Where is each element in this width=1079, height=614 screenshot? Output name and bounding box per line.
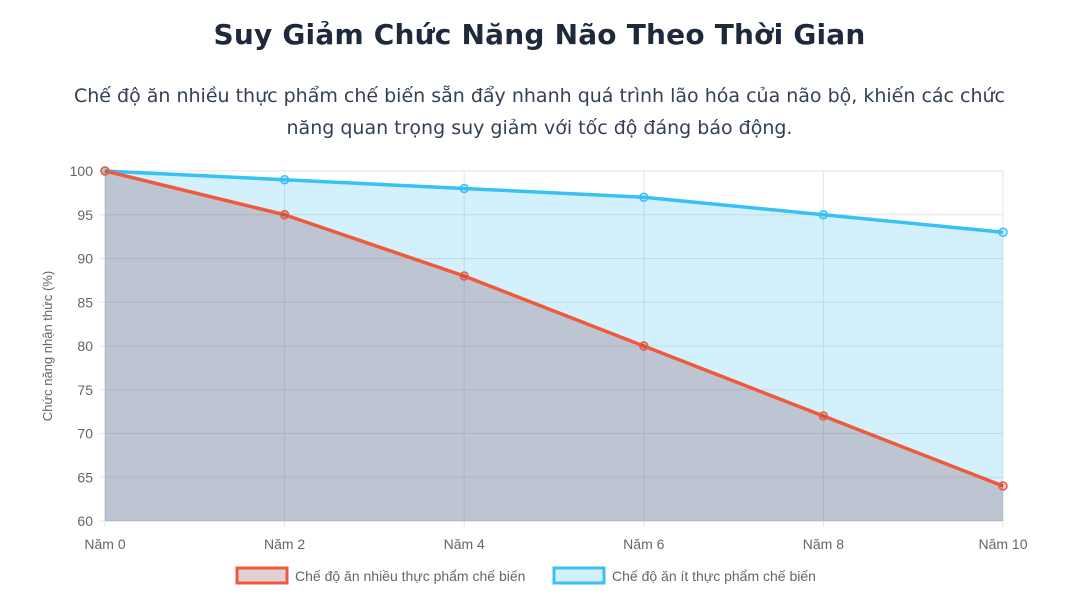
y-tick-label: 100 bbox=[70, 163, 94, 179]
data-point bbox=[279, 175, 290, 185]
y-tick-label: 80 bbox=[77, 338, 93, 354]
legend-swatch bbox=[235, 566, 289, 585]
subtitle-line-2: năng quan trọng suy giảm với tốc độ đáng… bbox=[286, 117, 793, 139]
legend-label: Chế độ ăn nhiều thực phẩm chế biến bbox=[295, 568, 525, 584]
x-tick-label: Năm 8 bbox=[803, 536, 844, 552]
y-tick-label: 75 bbox=[77, 382, 93, 398]
legend-swatch bbox=[552, 566, 606, 585]
y-tick-label: 60 bbox=[77, 513, 93, 529]
chart-title: Suy Giảm Chức Năng Não Theo Thời Gian bbox=[213, 18, 866, 51]
data-point bbox=[818, 210, 829, 220]
y-tick-label: 70 bbox=[77, 426, 93, 442]
x-tick-label: Năm 2 bbox=[264, 536, 305, 552]
data-point bbox=[998, 481, 1008, 491]
y-tick-label: 95 bbox=[77, 207, 93, 223]
x-tick-label: Năm 6 bbox=[623, 536, 664, 552]
series-area-0 bbox=[105, 171, 1003, 521]
x-tick-label: Năm 4 bbox=[444, 536, 485, 552]
data-point bbox=[279, 210, 290, 220]
data-point bbox=[818, 411, 829, 421]
data-point bbox=[459, 183, 469, 194]
data-point bbox=[100, 166, 110, 176]
data-point bbox=[998, 227, 1008, 237]
data-point bbox=[639, 192, 649, 202]
series-line-0 bbox=[104, 169, 1004, 488]
series-area-1 bbox=[105, 171, 1003, 521]
y-tick-label: 65 bbox=[77, 469, 93, 485]
data-point bbox=[459, 271, 469, 281]
y-axis-title: Chức năng nhận thức (%) bbox=[40, 271, 55, 421]
y-tick-label: 85 bbox=[77, 294, 93, 310]
y-tick-label: 90 bbox=[77, 251, 93, 267]
chart-subtitle: Chế độ ăn nhiều thực phẩm chế biến sẵn đ… bbox=[40, 80, 1039, 144]
x-tick-label: Năm 10 bbox=[978, 536, 1027, 552]
data-point bbox=[639, 341, 649, 351]
series-line-1 bbox=[104, 169, 1004, 234]
x-tick-label: Năm 0 bbox=[84, 536, 125, 552]
subtitle-line-1: Chế độ ăn nhiều thực phẩm chế biến sẵn đ… bbox=[73, 85, 1006, 107]
legend-label: Chế độ ăn ít thực phẩm chế biến bbox=[612, 568, 816, 584]
